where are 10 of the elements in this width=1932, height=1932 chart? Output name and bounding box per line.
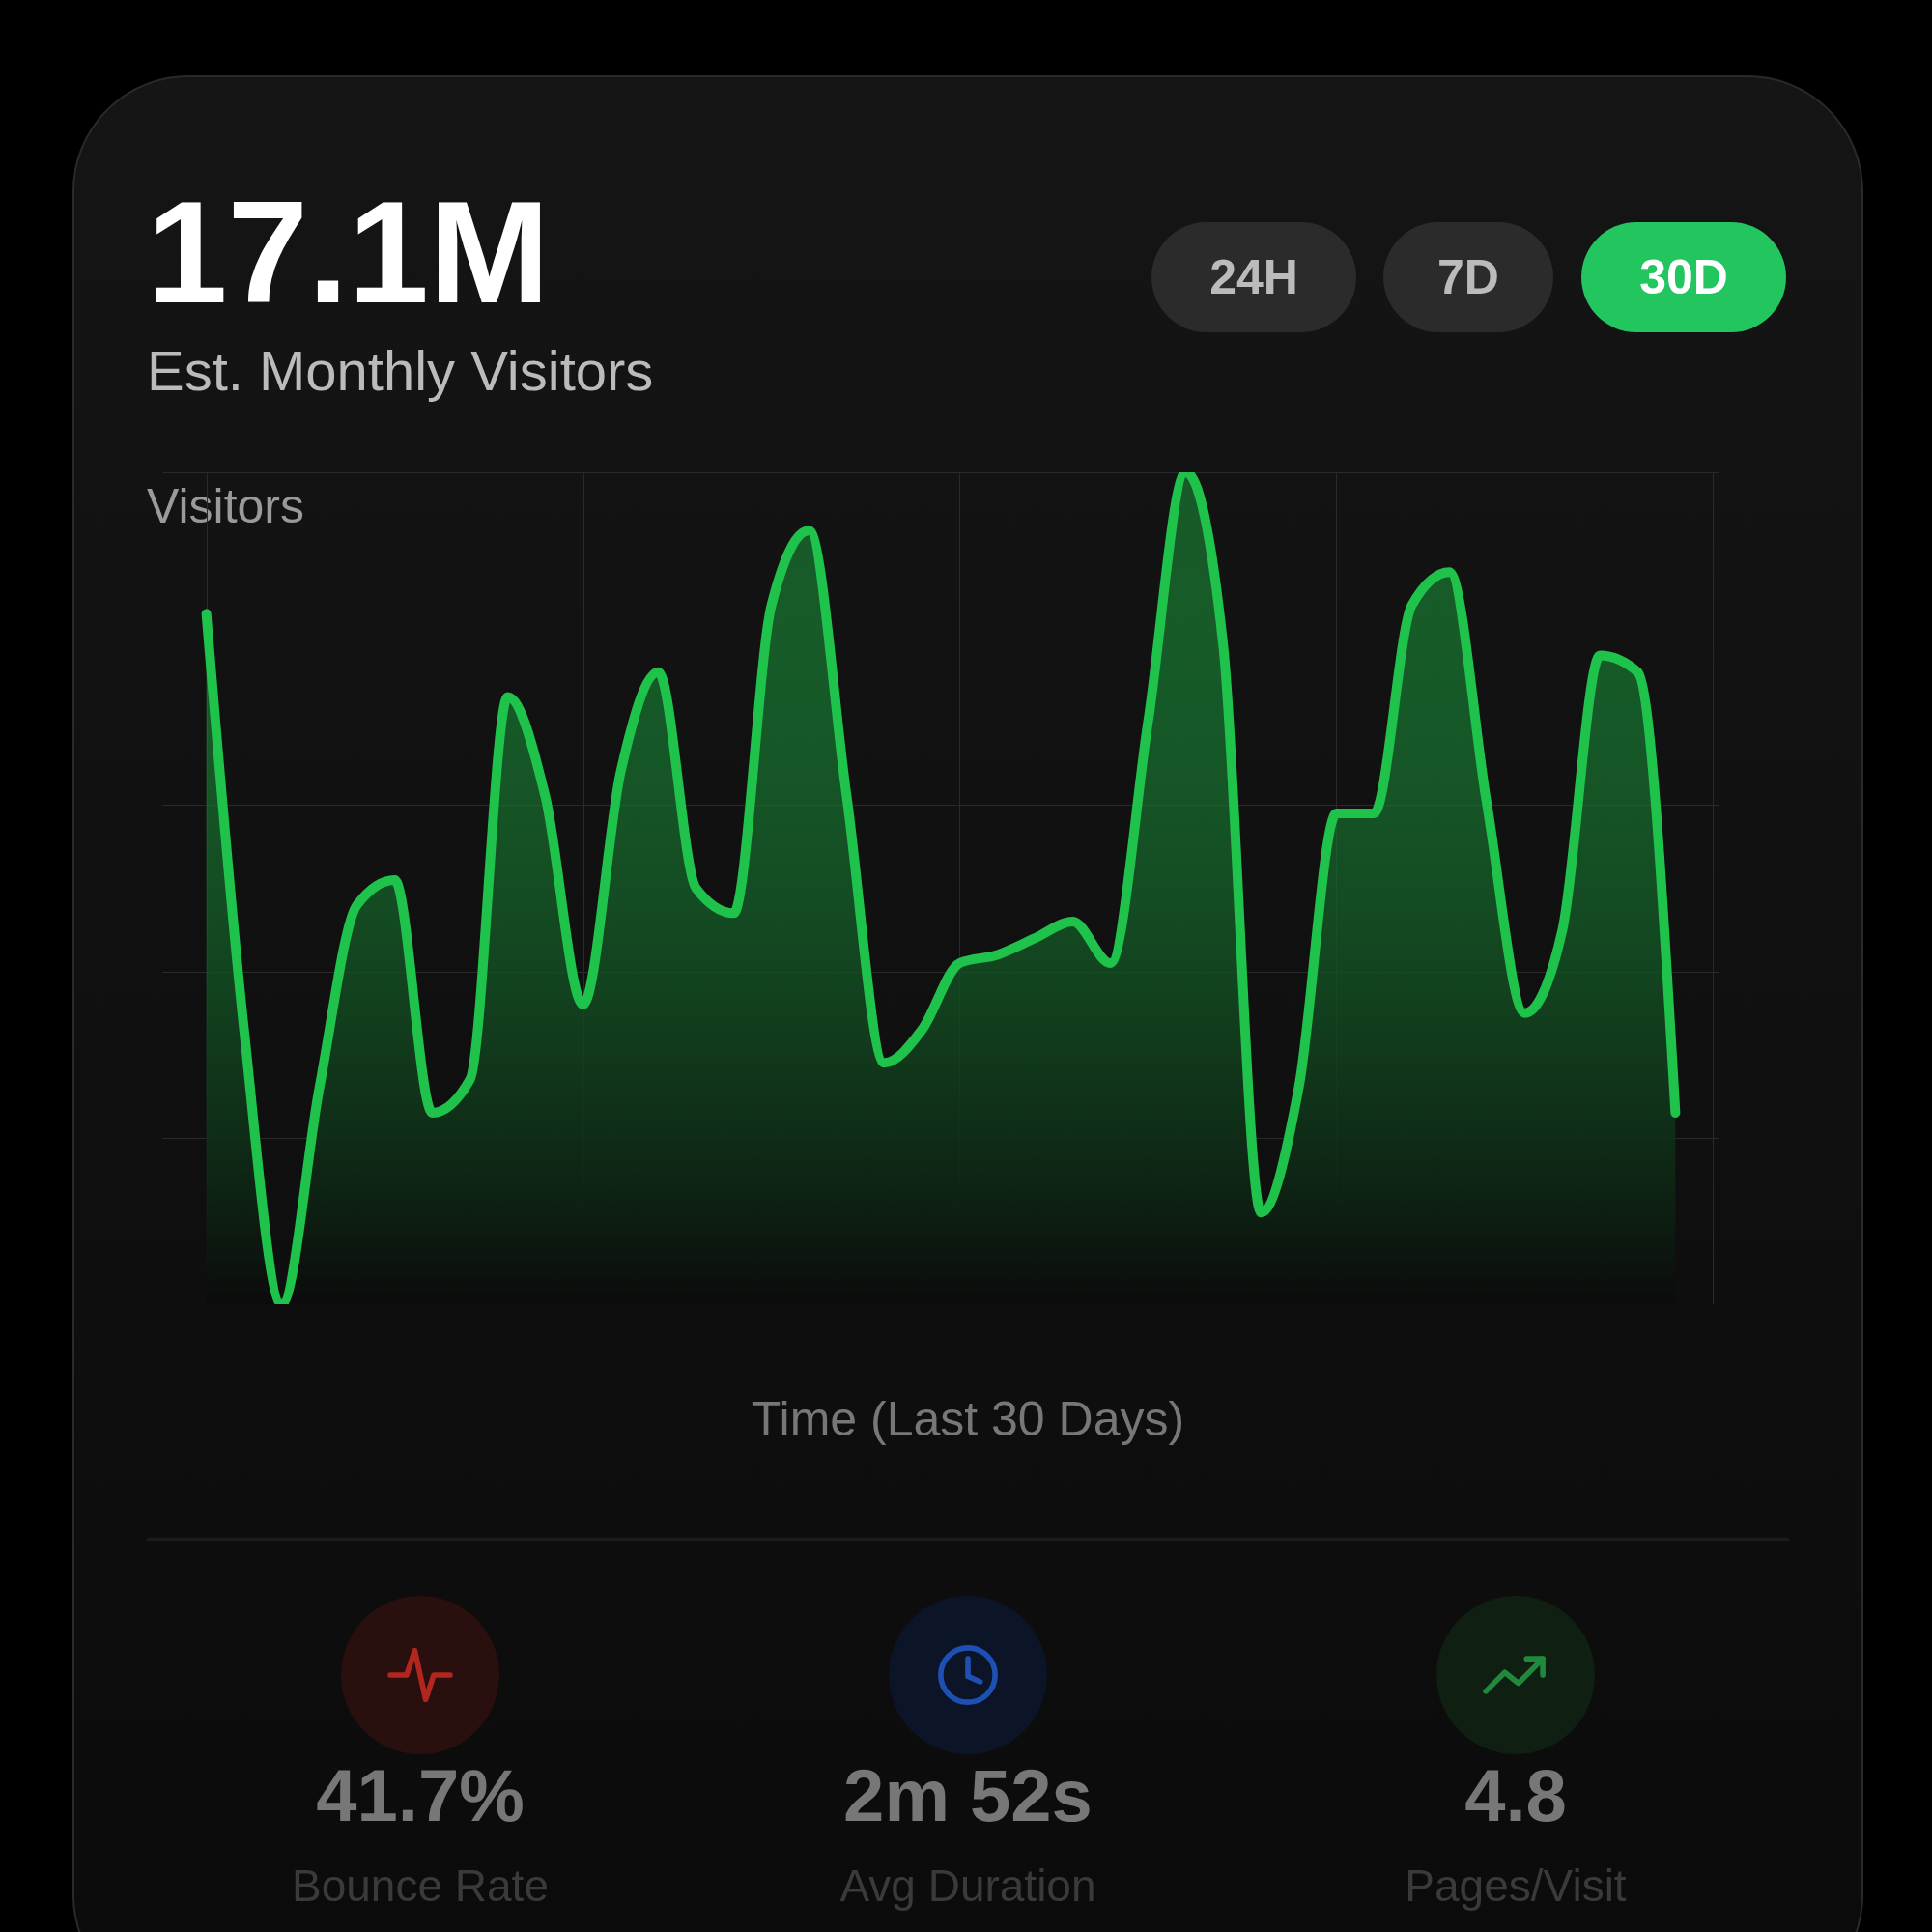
chart-subtitle: Est. Monthly Visitors xyxy=(147,338,654,403)
text: 41.7% xyxy=(315,1753,526,1837)
x-axis-title: Time (Last 30 Days) xyxy=(750,1391,1186,1447)
range-button: 30D xyxy=(1581,222,1786,332)
text: 2m 52s xyxy=(842,1753,1094,1837)
y-axis-title: Visitors xyxy=(147,478,305,534)
range-button: 7D xyxy=(1383,222,1553,332)
text: 4.8 xyxy=(1463,1753,1568,1837)
range-button: 24H xyxy=(1151,222,1356,332)
chart-title: 17.1M xyxy=(147,170,550,335)
